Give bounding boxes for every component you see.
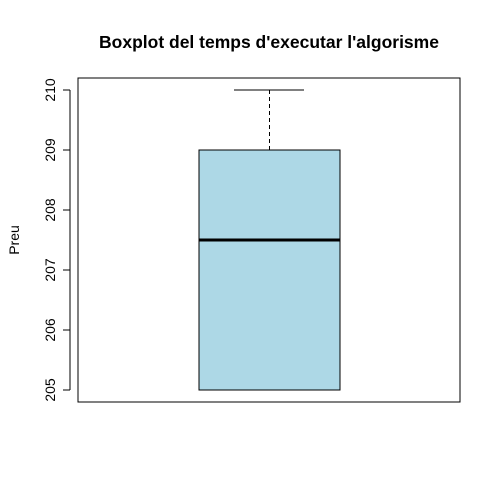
plot-frame — [77, 77, 461, 403]
y-tick-label: 210 — [42, 78, 58, 102]
y-tick-label: 206 — [42, 318, 58, 342]
y-tick-label: 207 — [42, 258, 58, 282]
y-axis: 205 206 207 208 209 210 — [42, 78, 71, 402]
y-tick-label: 205 — [42, 378, 58, 402]
box-iqr — [198, 149, 341, 391]
y-tick-label: 208 — [42, 198, 58, 222]
box-group — [198, 89, 341, 391]
y-axis-label: Preu — [6, 225, 22, 255]
y-tick-label: 209 — [42, 138, 58, 162]
chart-title: Boxplot del temps d'executar l'algorisme — [99, 32, 439, 52]
